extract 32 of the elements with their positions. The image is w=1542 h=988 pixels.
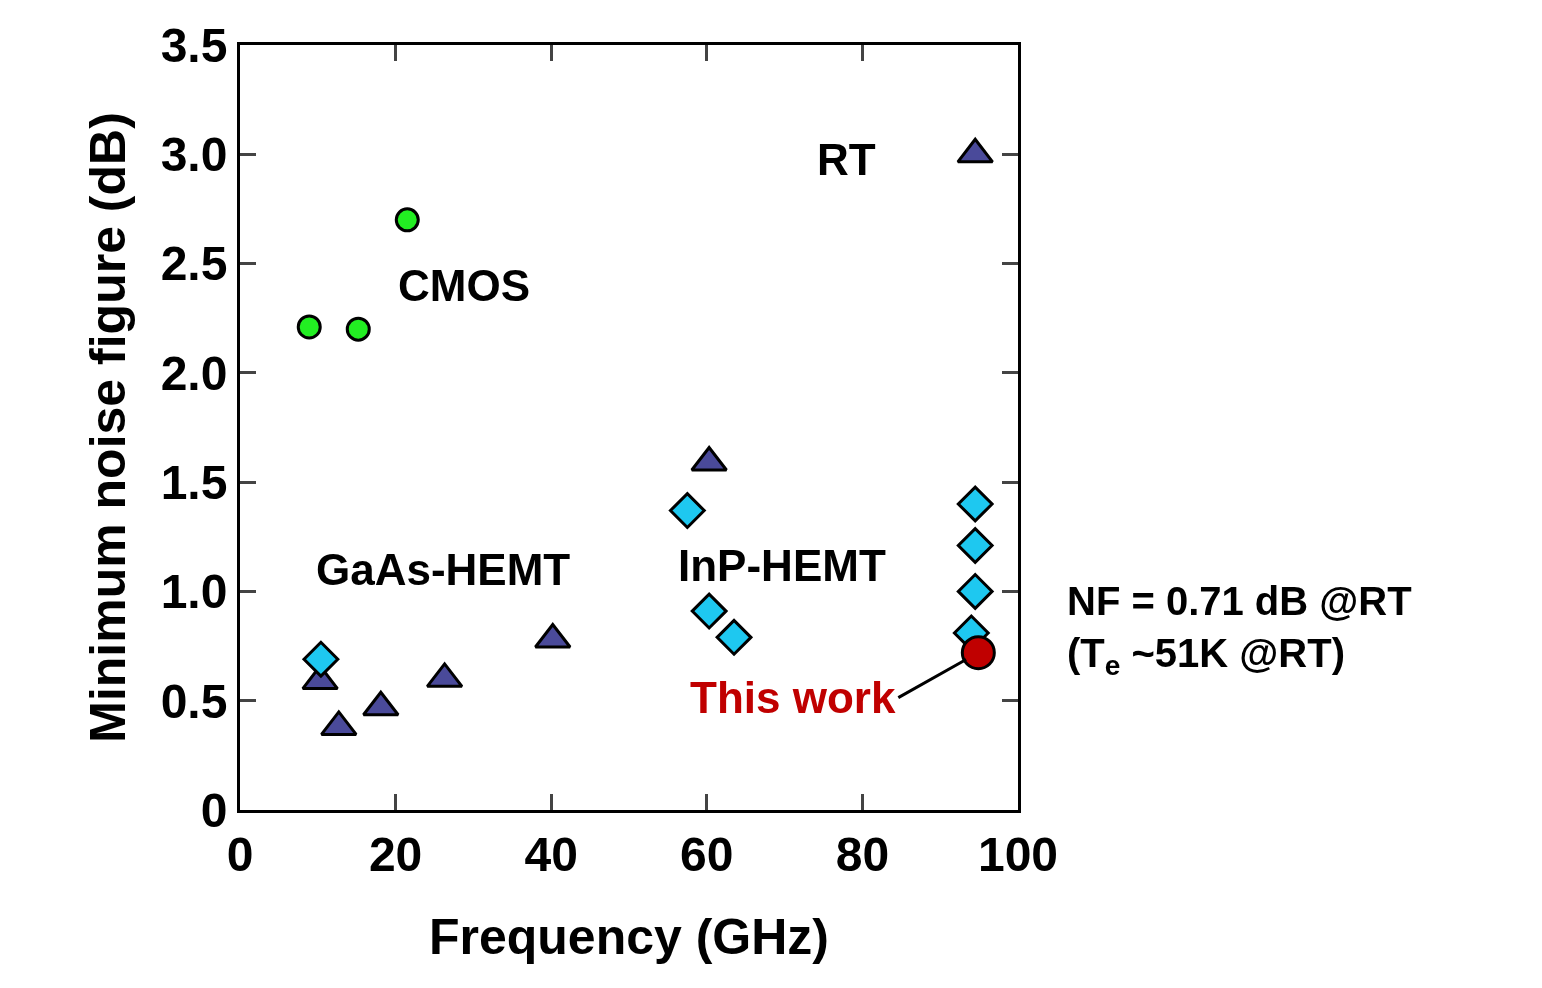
series-label: CMOS <box>398 261 530 310</box>
series-label: This work <box>690 673 896 722</box>
y-tick-label: 0 <box>200 783 228 837</box>
point <box>345 316 371 342</box>
point <box>956 527 994 564</box>
x-tick-label: 80 <box>835 827 890 881</box>
y-axis-title: Minimum noise figure (dB) <box>79 112 136 743</box>
y-tick-label: 2.0 <box>160 346 228 400</box>
y-tick-label: 1.5 <box>160 455 228 509</box>
y-tick-label: 3.5 <box>160 18 228 72</box>
point <box>956 573 994 610</box>
y-tick-label: 3.0 <box>160 128 228 182</box>
point <box>296 314 322 340</box>
x-tick-label: 20 <box>368 827 423 881</box>
y-tick-label: 1.0 <box>160 565 228 619</box>
text: NF = 0.71 dB @RT (T$_{e}$ ~51K @RT) <box>1067 579 1412 682</box>
point <box>302 640 340 678</box>
point <box>668 492 706 529</box>
point <box>394 207 420 233</box>
x-axis-title: Frequency (GHz) <box>428 909 830 966</box>
y-tick-label: 0.5 <box>160 674 228 728</box>
x-tick-label: 100 <box>977 827 1059 881</box>
point <box>715 618 753 656</box>
series-label: GaAs-HEMT <box>316 545 571 594</box>
point <box>956 485 994 523</box>
series-label: InP-HEMT <box>678 541 886 590</box>
annotation: RT <box>817 135 876 184</box>
point <box>960 635 996 671</box>
x-tick-label: 60 <box>680 827 734 881</box>
point <box>690 592 728 630</box>
y-tick-label: 2.5 <box>160 237 228 291</box>
x-tick-label: 40 <box>524 827 578 881</box>
